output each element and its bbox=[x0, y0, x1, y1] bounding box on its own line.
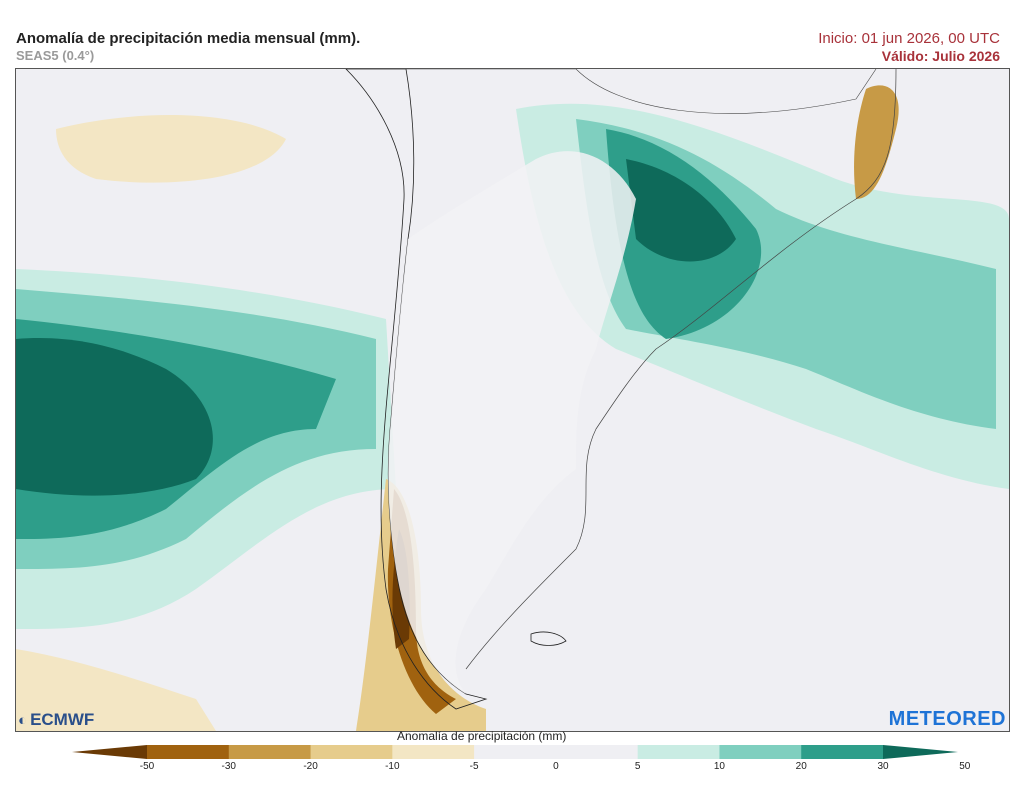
colorbar-segment bbox=[801, 745, 884, 759]
ecmwf-icon: ◐ bbox=[18, 711, 28, 729]
colorbar-segment bbox=[392, 745, 475, 759]
colorbar-segment bbox=[719, 745, 802, 759]
colorbar-segment bbox=[637, 745, 720, 759]
init-date: Inicio: 01 jun 2026, 00 UTC bbox=[818, 30, 1000, 47]
colorbar-tick-label: -10 bbox=[385, 761, 400, 772]
colorbar-segment bbox=[474, 745, 557, 759]
map-title: Anomalía de precipitación media mensual … bbox=[16, 30, 361, 47]
ecmwf-logo: ◐ ECMWF bbox=[18, 710, 94, 730]
valid-date: Válido: Julio 2026 bbox=[881, 48, 1000, 64]
colorbar-tick-label: -50 bbox=[139, 761, 155, 772]
colorbar-tick-label: 0 bbox=[553, 761, 559, 772]
colorbar-segment bbox=[555, 745, 639, 759]
colorbar-tick-label: 20 bbox=[795, 761, 807, 772]
colorbar-tick-label: -20 bbox=[303, 761, 318, 772]
colorbar-arrow-low bbox=[72, 745, 147, 759]
colorbar-tick-label: 10 bbox=[713, 761, 725, 772]
colorbar bbox=[72, 745, 958, 759]
colorbar-segment bbox=[310, 745, 393, 759]
colorbar-tick-label: -5 bbox=[469, 761, 479, 772]
colorbar-tick-label: 5 bbox=[634, 761, 641, 772]
colorbar-tick-label: -30 bbox=[221, 761, 236, 772]
colorbar-segment bbox=[147, 745, 230, 759]
colorbar-tick-label: 30 bbox=[877, 761, 889, 772]
colorbar-arrow-high bbox=[883, 745, 958, 759]
model-label: SEAS5 (0.4°) bbox=[16, 48, 95, 63]
colorbar-segment bbox=[228, 745, 312, 759]
map-panel bbox=[15, 68, 1010, 732]
meteored-logo: METEORED bbox=[888, 708, 1006, 730]
colorbar-title: Anomalía de precipitación (mm) bbox=[397, 729, 567, 743]
ecmwf-logo-text: ECMWF bbox=[30, 710, 95, 729]
precipitation-anomaly-map bbox=[16, 69, 1009, 731]
colorbar-tick-label: 50 bbox=[959, 761, 971, 772]
